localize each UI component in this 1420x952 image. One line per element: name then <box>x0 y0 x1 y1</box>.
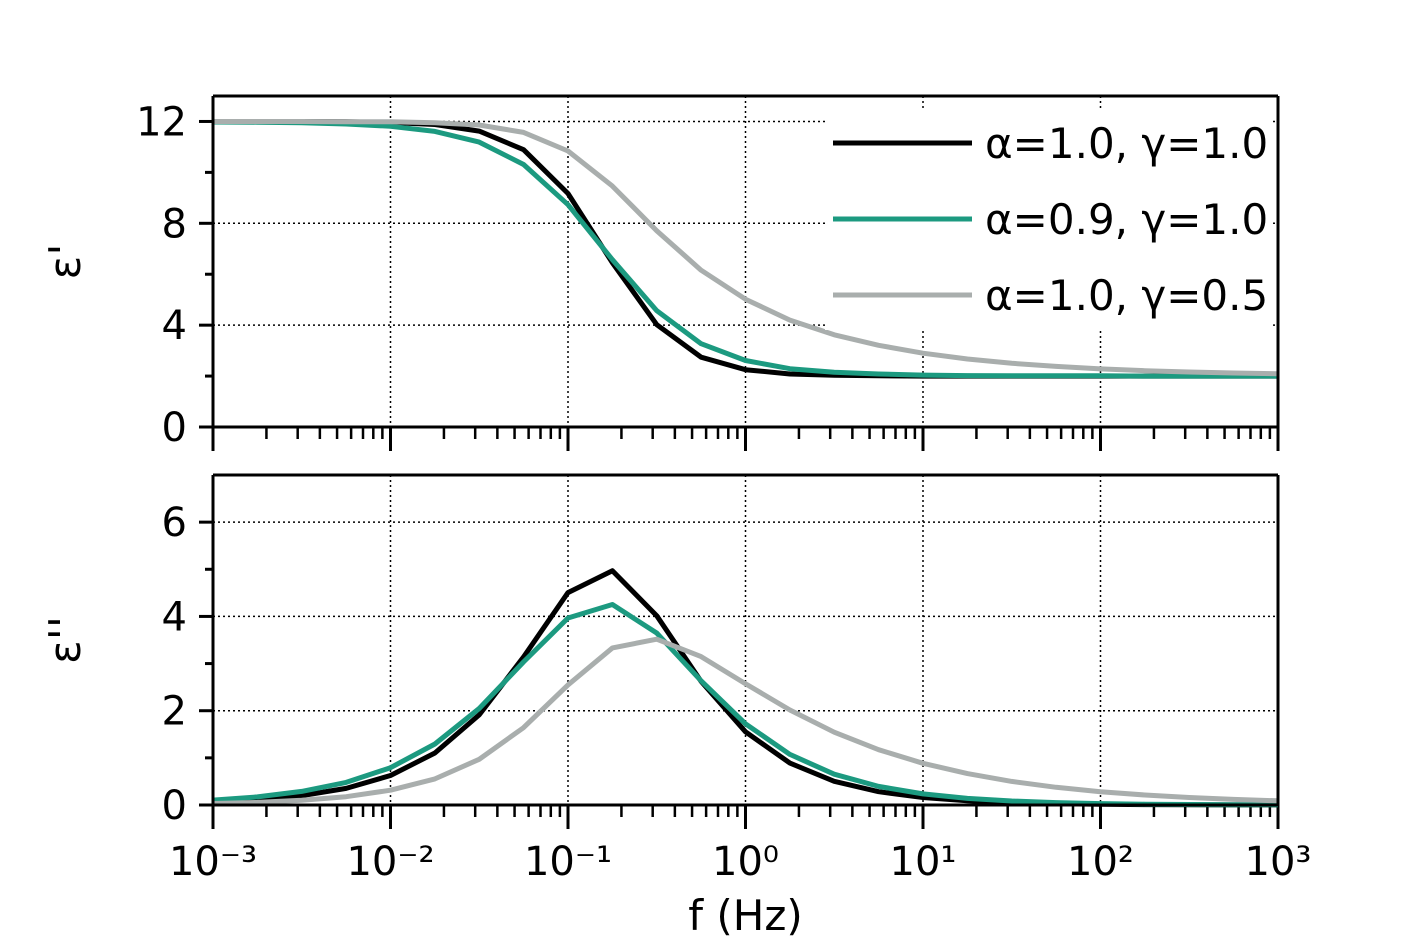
y-tick-label: 0 <box>162 405 187 451</box>
data-line <box>212 636 1279 806</box>
legend-label: α=0.9, γ=1.0 <box>985 195 1268 244</box>
y-axis-label: ε' <box>40 244 91 280</box>
x-tick-label: 10¹ <box>890 839 957 885</box>
x-tick-label: 10⁻¹ <box>524 839 612 885</box>
data-line <box>212 119 1278 379</box>
x-tick-label: 10⁻³ <box>169 839 257 885</box>
x-axis-label: f (Hz) <box>688 891 803 940</box>
y-tick-label: 4 <box>162 303 187 349</box>
legend-label: α=1.0, γ=1.0 <box>985 119 1268 168</box>
data-line <box>212 602 1279 808</box>
y-tick-label: 0 <box>162 783 187 829</box>
x-tick-label: 10² <box>1067 839 1134 885</box>
y-tick-label: 4 <box>162 594 187 640</box>
data-line <box>213 119 1279 377</box>
y-tick-label: 6 <box>162 500 187 546</box>
y-tick-label: 8 <box>162 201 187 247</box>
y-axis-label: ε'' <box>40 616 91 664</box>
y-tick-label: 2 <box>162 689 187 735</box>
x-tick-label: 10⁰ <box>712 839 779 885</box>
x-tick-label: 10⁻² <box>346 839 434 885</box>
legend-label: α=1.0, γ=0.5 <box>985 271 1268 320</box>
y-tick-label: 12 <box>136 99 187 145</box>
x-tick-label: 10³ <box>1245 839 1312 885</box>
